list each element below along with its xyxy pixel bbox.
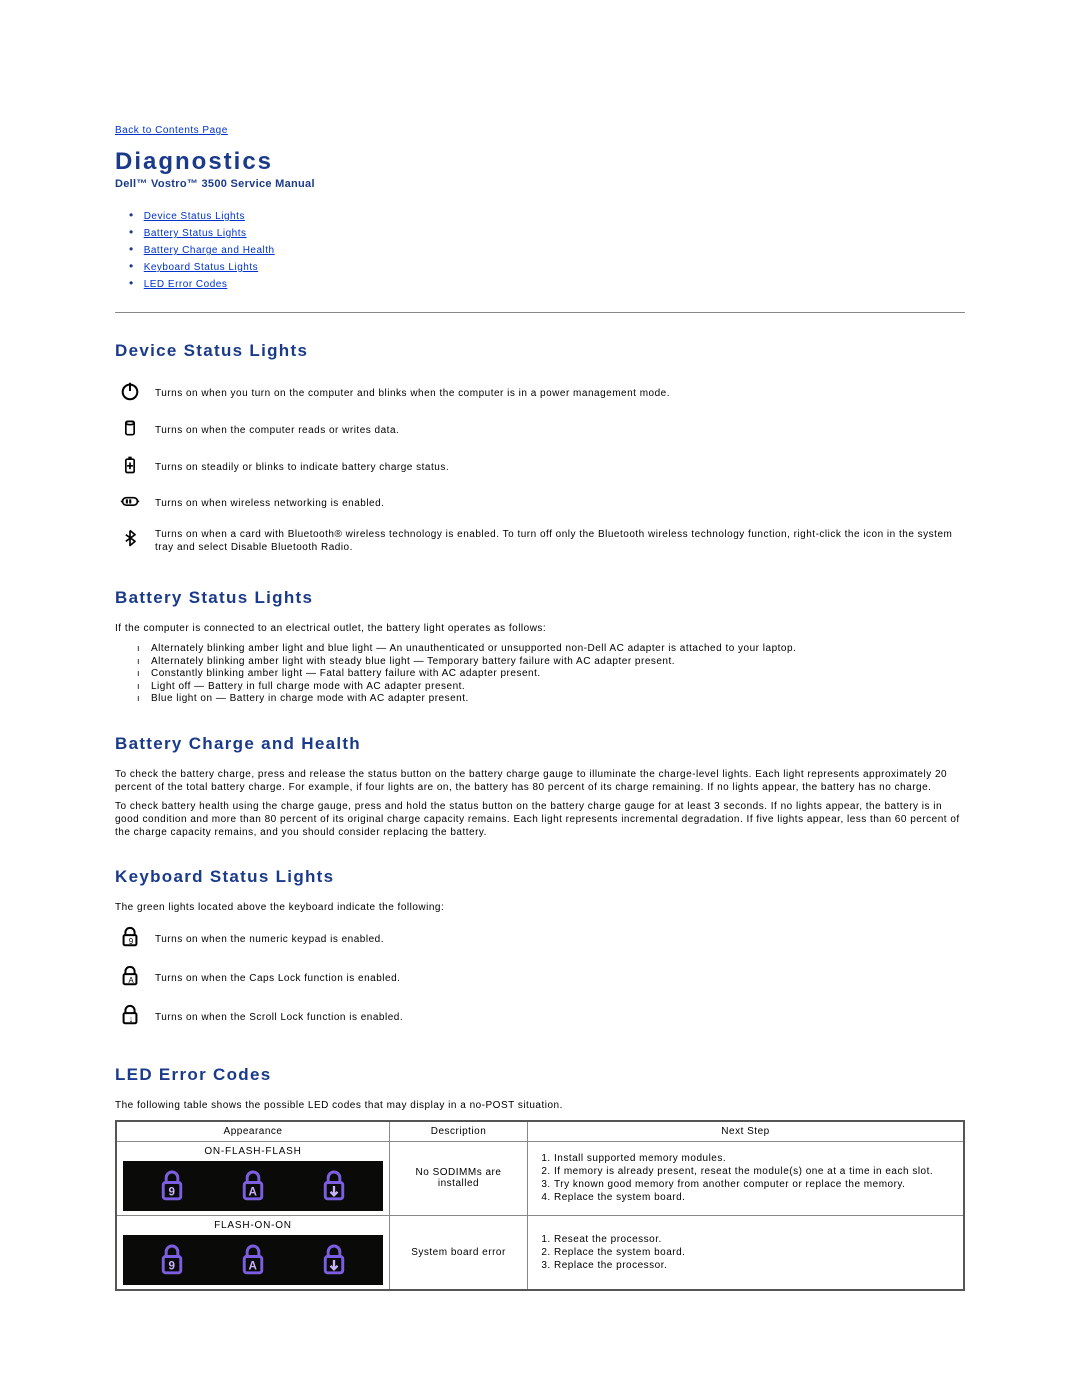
list-item: Alternately blinking amber light and blu… xyxy=(151,643,965,656)
back-to-contents-link[interactable]: Back to Contents Page xyxy=(115,125,228,136)
scrolllock-icon: ↓ xyxy=(119,1003,141,1027)
list-item: Constantly blinking amber light — Fatal … xyxy=(151,668,965,681)
error-steps: Reseat the processor. Replace the system… xyxy=(534,1233,957,1272)
battery-status-list: Alternately blinking amber light and blu… xyxy=(115,643,965,706)
list-item: Light off — Battery in full charge mode … xyxy=(151,681,965,694)
battery-charge-p2: To check battery health using the charge… xyxy=(115,800,965,839)
section-heading-battery-status: Battery Status Lights xyxy=(115,588,965,608)
battery-status-intro: If the computer is connected to an elect… xyxy=(115,622,965,635)
table-row: FLASH-ON-ON 9 A System board error Resea… xyxy=(116,1215,964,1290)
led-codes-intro: The following table shows the possible L… xyxy=(115,1099,965,1112)
toc-link[interactable]: Keyboard Status Lights xyxy=(144,262,258,273)
section-heading-led-codes: LED Error Codes xyxy=(115,1065,965,1085)
keyboard-row-text: Turns on when the Caps Lock function is … xyxy=(155,959,413,998)
toc-link[interactable]: Battery Status Lights xyxy=(144,228,247,239)
svg-text:9: 9 xyxy=(129,937,134,946)
table-header: Description xyxy=(390,1121,528,1142)
list-item: Alternately blinking amber light with st… xyxy=(151,656,965,669)
battery-icon xyxy=(120,454,140,476)
device-row-text: Turns on when a card with Bluetooth® wir… xyxy=(155,521,965,560)
list-item: Reseat the processor. xyxy=(554,1233,957,1246)
section-heading-battery-charge: Battery Charge and Health xyxy=(115,734,965,754)
drive-icon xyxy=(120,417,140,439)
device-status-table: Turns on when you turn on the computer a… xyxy=(115,375,965,560)
list-item: If memory is already present, reseat the… xyxy=(554,1165,957,1178)
svg-text:A: A xyxy=(128,976,134,985)
list-item: Try known good memory from another compu… xyxy=(554,1178,957,1191)
toc-link[interactable]: Device Status Lights xyxy=(144,211,245,222)
error-steps: Install supported memory modules. If mem… xyxy=(534,1152,957,1204)
wifi-icon xyxy=(117,491,143,511)
led-numlock-icon: 9 xyxy=(158,1168,186,1204)
led-capslock-icon: A xyxy=(239,1242,267,1278)
svg-text:A: A xyxy=(248,1259,257,1272)
keyboard-status-table: 9 Turns on when the numeric keypad is en… xyxy=(115,920,413,1037)
list-item: Replace the system board. xyxy=(554,1246,957,1259)
error-description: No SODIMMs are installed xyxy=(390,1141,528,1215)
led-error-table: Appearance Description Next Step ON-FLAS… xyxy=(115,1120,965,1291)
list-item: Replace the system board. xyxy=(554,1191,957,1204)
table-header: Next Step xyxy=(528,1121,965,1142)
keyboard-row-text: Turns on when the numeric keypad is enab… xyxy=(155,920,413,959)
device-row-text: Turns on when the computer reads or writ… xyxy=(155,412,965,449)
page-title: Diagnostics xyxy=(115,148,965,176)
device-row-text: Turns on when wireless networking is ena… xyxy=(155,486,965,521)
divider xyxy=(115,312,965,313)
svg-text:9: 9 xyxy=(168,1185,175,1198)
appearance-label: FLASH-ON-ON xyxy=(123,1220,383,1231)
list-item: Install supported memory modules. xyxy=(554,1152,957,1165)
power-icon xyxy=(119,380,141,402)
table-row: ON-FLASH-FLASH 9 A No SODIMMs are instal… xyxy=(116,1141,964,1215)
device-row-text: Turns on when you turn on the computer a… xyxy=(155,375,965,412)
list-item: Replace the processor. xyxy=(554,1259,957,1272)
battery-charge-p1: To check the battery charge, press and r… xyxy=(115,768,965,794)
led-capslock-icon: A xyxy=(239,1168,267,1204)
table-header: Appearance xyxy=(116,1121,390,1142)
page-subtitle: Dell™ Vostro™ 3500 Service Manual xyxy=(115,178,965,190)
led-strip: 9 A xyxy=(123,1235,383,1285)
toc-link[interactable]: Battery Charge and Health xyxy=(144,245,275,256)
svg-text:↓: ↓ xyxy=(129,1014,134,1024)
keyboard-row-text: Turns on when the Scroll Lock function i… xyxy=(155,998,413,1037)
led-scrolllock-icon xyxy=(320,1168,348,1204)
led-strip: 9 A xyxy=(123,1161,383,1211)
appearance-label: ON-FLASH-FLASH xyxy=(123,1146,383,1157)
list-item: Blue light on — Battery in charge mode w… xyxy=(151,693,965,706)
led-numlock-icon: 9 xyxy=(158,1242,186,1278)
capslock-icon: A xyxy=(119,964,141,988)
svg-text:A: A xyxy=(248,1185,257,1198)
toc-link[interactable]: LED Error Codes xyxy=(144,279,228,290)
error-description: System board error xyxy=(390,1215,528,1290)
device-row-text: Turns on steadily or blinks to indicate … xyxy=(155,449,965,486)
table-of-contents: Device Status Lights Battery Status Ligh… xyxy=(115,208,965,290)
section-heading-keyboard: Keyboard Status Lights xyxy=(115,867,965,887)
bluetooth-icon xyxy=(120,526,140,550)
svg-text:9: 9 xyxy=(168,1259,175,1272)
keyboard-intro: The green lights located above the keybo… xyxy=(115,901,965,914)
section-heading-device: Device Status Lights xyxy=(115,341,965,361)
led-scrolllock-icon xyxy=(320,1242,348,1278)
numlock-icon: 9 xyxy=(119,925,141,949)
